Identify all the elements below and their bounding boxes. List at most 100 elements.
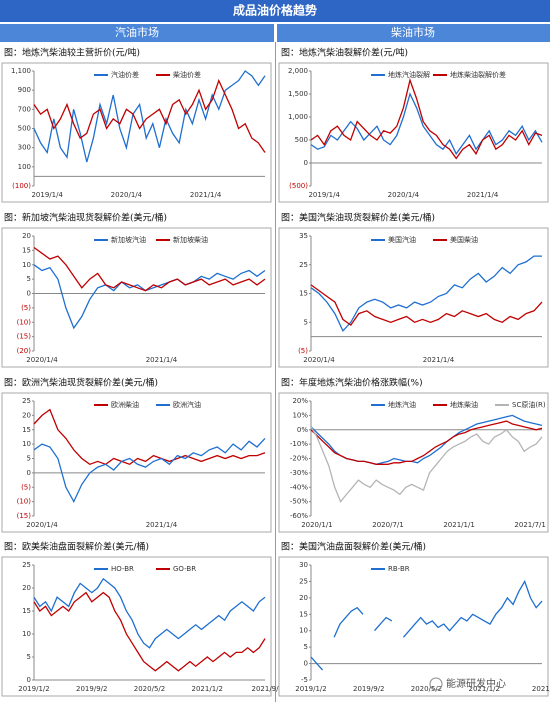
- x-tick-label: 2021/9/: [252, 685, 280, 693]
- x-tick-label: 2020/1/4: [388, 191, 420, 199]
- y-tick-label: 5: [27, 275, 31, 283]
- y-tick-label: 700: [18, 105, 31, 113]
- chart-title: 图：新加坡汽柴油现货裂解价差(美元/桶): [4, 212, 167, 224]
- legend-label: 美国柴油: [450, 235, 478, 244]
- y-tick-label: (15): [17, 512, 32, 520]
- series-line: [310, 92, 543, 156]
- y-tick-label: 25: [22, 397, 31, 405]
- y-tick-label: 30: [299, 561, 308, 569]
- chart-frame: [278, 556, 549, 697]
- chart-frame: [1, 392, 272, 533]
- y-tick-label: 300: [18, 144, 31, 152]
- y-tick-label: (5): [21, 304, 31, 312]
- y-tick-label: (500): [289, 182, 308, 190]
- series-line: [33, 591, 266, 672]
- y-tick-label: 0: [304, 159, 308, 167]
- series-line: [310, 426, 543, 503]
- y-tick-label: 10: [22, 630, 31, 638]
- column-title: 汽油市场: [115, 25, 159, 39]
- y-tick-label: 5: [304, 318, 308, 326]
- y-tick-label: (20): [17, 347, 32, 355]
- y-tick-label: 20: [299, 594, 308, 602]
- y-tick-label: (5): [21, 483, 31, 491]
- y-tick-label: 5: [27, 455, 31, 463]
- series-line: [310, 284, 543, 327]
- y-tick-label: -30%: [290, 469, 308, 477]
- x-tick-label: 2020/7/1: [372, 521, 403, 529]
- legend-label: 地炼柴油: [450, 400, 478, 409]
- chart-title: 图：地炼汽柴油裂解价差(元/吨): [281, 47, 408, 59]
- x-tick-label: 2021/1/2: [469, 685, 500, 693]
- y-tick-label: 20: [22, 584, 31, 592]
- y-tick-label: -60%: [290, 512, 308, 520]
- x-tick-label: 2019/9/2: [76, 685, 107, 693]
- y-tick-label: 500: [18, 125, 31, 133]
- x-tick-label: 2021/7/1: [514, 521, 545, 529]
- y-tick-label: 2,000: [288, 67, 308, 75]
- x-tick-label: 2020/1/1: [301, 521, 332, 529]
- chart-frame: [278, 392, 549, 533]
- legend-label: RB-BR: [388, 565, 410, 573]
- series-line: [33, 70, 266, 163]
- chart-frame: [278, 227, 549, 368]
- x-tick-label: 2019/1/4: [308, 191, 340, 199]
- y-tick-label: (15): [17, 333, 32, 341]
- y-tick-label: -20%: [290, 455, 308, 463]
- y-tick-label: 0: [27, 290, 31, 298]
- y-tick-label: 500: [295, 136, 308, 144]
- chart-frame: [278, 62, 549, 203]
- x-tick-label: 2021/1/4: [467, 191, 499, 199]
- chart-title: 图：美国汽柴油现货裂解价差(美元/桶): [281, 212, 435, 224]
- legend-label: GO-BR: [173, 565, 196, 573]
- watermark: 能源研发中心: [446, 677, 506, 690]
- series-line: [33, 577, 266, 649]
- y-tick-label: 10: [22, 440, 31, 448]
- y-tick-label: 10: [22, 261, 31, 269]
- x-tick-label: 2021/1/4: [190, 191, 222, 199]
- y-tick-label: (10): [17, 498, 32, 506]
- chart-frame: [1, 556, 272, 697]
- y-tick-label: 15: [299, 290, 308, 298]
- y-tick-label: 10%: [292, 411, 308, 419]
- y-tick-label: (10): [17, 318, 32, 326]
- y-tick-label: 10: [299, 627, 308, 635]
- y-tick-label: 100: [18, 163, 31, 171]
- x-tick-label: 2020/1/4: [26, 521, 58, 529]
- column-title: 柴油市场: [391, 25, 435, 39]
- page-title: 成品油价格趋势: [233, 3, 317, 18]
- x-tick-label: 2019/9/2: [353, 685, 384, 693]
- legend-label: HO-BR: [111, 565, 134, 573]
- y-tick-label: 25: [299, 261, 308, 269]
- series-line: [310, 255, 542, 333]
- column-header: [0, 24, 274, 42]
- x-tick-label: 2019/1/2: [18, 685, 49, 693]
- x-tick-label: 2021/1/4: [423, 356, 455, 364]
- y-tick-label: 15: [299, 610, 308, 618]
- series-line: [310, 579, 543, 671]
- y-tick-label: -50%: [290, 498, 308, 506]
- y-tick-label: -5: [301, 676, 308, 684]
- x-tick-label: 2019/1/4: [31, 191, 63, 199]
- y-tick-label: 25: [299, 577, 308, 585]
- y-tick-label: 0: [304, 660, 308, 668]
- series-line: [33, 78, 266, 153]
- y-tick-label: 20: [22, 411, 31, 419]
- series-line: [33, 264, 266, 330]
- series-line: [310, 77, 543, 160]
- y-tick-label: 15: [22, 426, 31, 434]
- series-line: [33, 246, 266, 292]
- legend-label: 柴油价差: [173, 70, 201, 79]
- series-line: [310, 420, 543, 465]
- y-tick-label: (100): [12, 182, 31, 190]
- header-bar: [0, 0, 550, 22]
- chart-title: 图：欧美柴油盘面裂解价差(美元/桶): [4, 541, 149, 553]
- x-tick-label: 2021/: [532, 685, 550, 693]
- chart-frame: [1, 227, 272, 368]
- chart-title: 图：美国汽油盘面裂解价差(美元/桶): [281, 541, 426, 553]
- legend-label: 新加坡汽油: [111, 235, 146, 244]
- y-tick-label: 15: [22, 246, 31, 254]
- y-tick-label: 1,100: [11, 67, 31, 75]
- series-line: [33, 437, 266, 504]
- y-tick-label: 1,500: [288, 90, 308, 98]
